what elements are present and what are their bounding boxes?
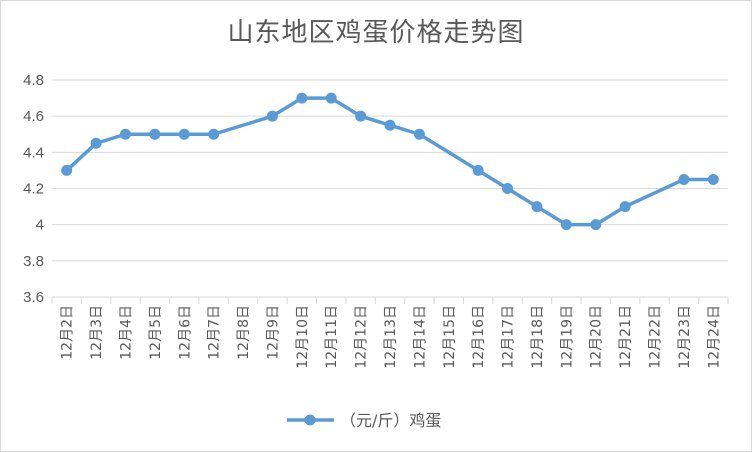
data-point [325, 92, 337, 104]
x-tick-label: 12月7日 [207, 305, 223, 360]
legend-marker [304, 414, 316, 426]
x-tick-label: 12月12日 [354, 305, 370, 369]
x-tick-label: 12月24日 [706, 305, 722, 369]
x-tick-label: 12月4日 [118, 305, 134, 360]
gridlines [52, 79, 728, 298]
x-axis [51, 297, 729, 304]
x-tick-label: 12月15日 [442, 305, 458, 369]
x-tick-label: 12月19日 [559, 305, 575, 369]
x-tick-label: 12月21日 [618, 305, 634, 369]
x-tick-label: 12月16日 [471, 305, 487, 369]
y-tick-label: 4.4 [23, 144, 44, 161]
data-point [90, 137, 102, 149]
x-tick-label: 12月6日 [177, 305, 193, 360]
series-line [64, 96, 716, 227]
x-tick-label: 12月3日 [89, 305, 105, 360]
x-tick-label: 12月23日 [677, 305, 693, 369]
x-tick-label: 12月2日 [60, 305, 76, 360]
x-tick-label: 12月10日 [295, 305, 311, 369]
y-tick-label: 4 [36, 217, 44, 234]
data-point [531, 201, 543, 213]
data-point [178, 128, 190, 140]
y-axis-ticks: 3.6 3.8 4 4.2 4.4 4.6 4.8 [23, 72, 44, 306]
x-tick-label: 12月9日 [265, 305, 281, 360]
data-point [707, 173, 719, 185]
y-tick-label: 4.2 [23, 181, 44, 198]
data-point [502, 183, 514, 194]
x-tick-label: 12月13日 [383, 305, 399, 369]
data-point [472, 164, 484, 176]
x-tick-label: 12月20日 [589, 305, 605, 369]
data-point [355, 110, 367, 122]
x-tick-label: 12月14日 [412, 305, 428, 369]
data-point [119, 128, 131, 140]
y-tick-label: 3.6 [23, 289, 44, 306]
data-point [413, 128, 425, 140]
data-point [149, 128, 161, 140]
x-axis-ticks: 12月2日 12月3日 12月4日 12月5日 12月6日 12月7日 12月8日 12月9日… [60, 305, 723, 369]
y-tick-label: 4.6 [23, 108, 44, 125]
x-tick-label: 12月22日 [648, 305, 664, 369]
chart-title: 山东地区鸡蛋价格走势图 [227, 18, 525, 48]
x-tick-label: 12月17日 [501, 305, 517, 369]
data-point [590, 219, 602, 231]
y-tick-label: 4.8 [23, 72, 44, 89]
series-group [61, 92, 719, 231]
data-point [296, 92, 308, 104]
x-tick-label: 12月18日 [530, 305, 546, 369]
legend-label: （元/斤）鸡蛋 [340, 411, 441, 430]
data-point [208, 128, 220, 140]
y-tick-label: 3.8 [23, 253, 44, 270]
data-point [384, 119, 396, 131]
data-point [678, 173, 690, 185]
data-point [266, 110, 278, 122]
x-tick-label: 12月5日 [148, 305, 164, 360]
data-point [560, 219, 572, 231]
data-point [61, 164, 73, 176]
x-tick-label: 12月8日 [236, 305, 252, 360]
legend: （元/斤）鸡蛋 [287, 411, 441, 430]
data-point [619, 201, 631, 213]
x-tick-label: 12月11日 [324, 305, 340, 369]
